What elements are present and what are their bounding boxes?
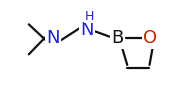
Text: O: O xyxy=(143,29,157,47)
Text: B: B xyxy=(112,29,124,47)
Text: N: N xyxy=(46,29,60,47)
Text: N: N xyxy=(80,21,94,39)
Text: H: H xyxy=(85,10,94,23)
